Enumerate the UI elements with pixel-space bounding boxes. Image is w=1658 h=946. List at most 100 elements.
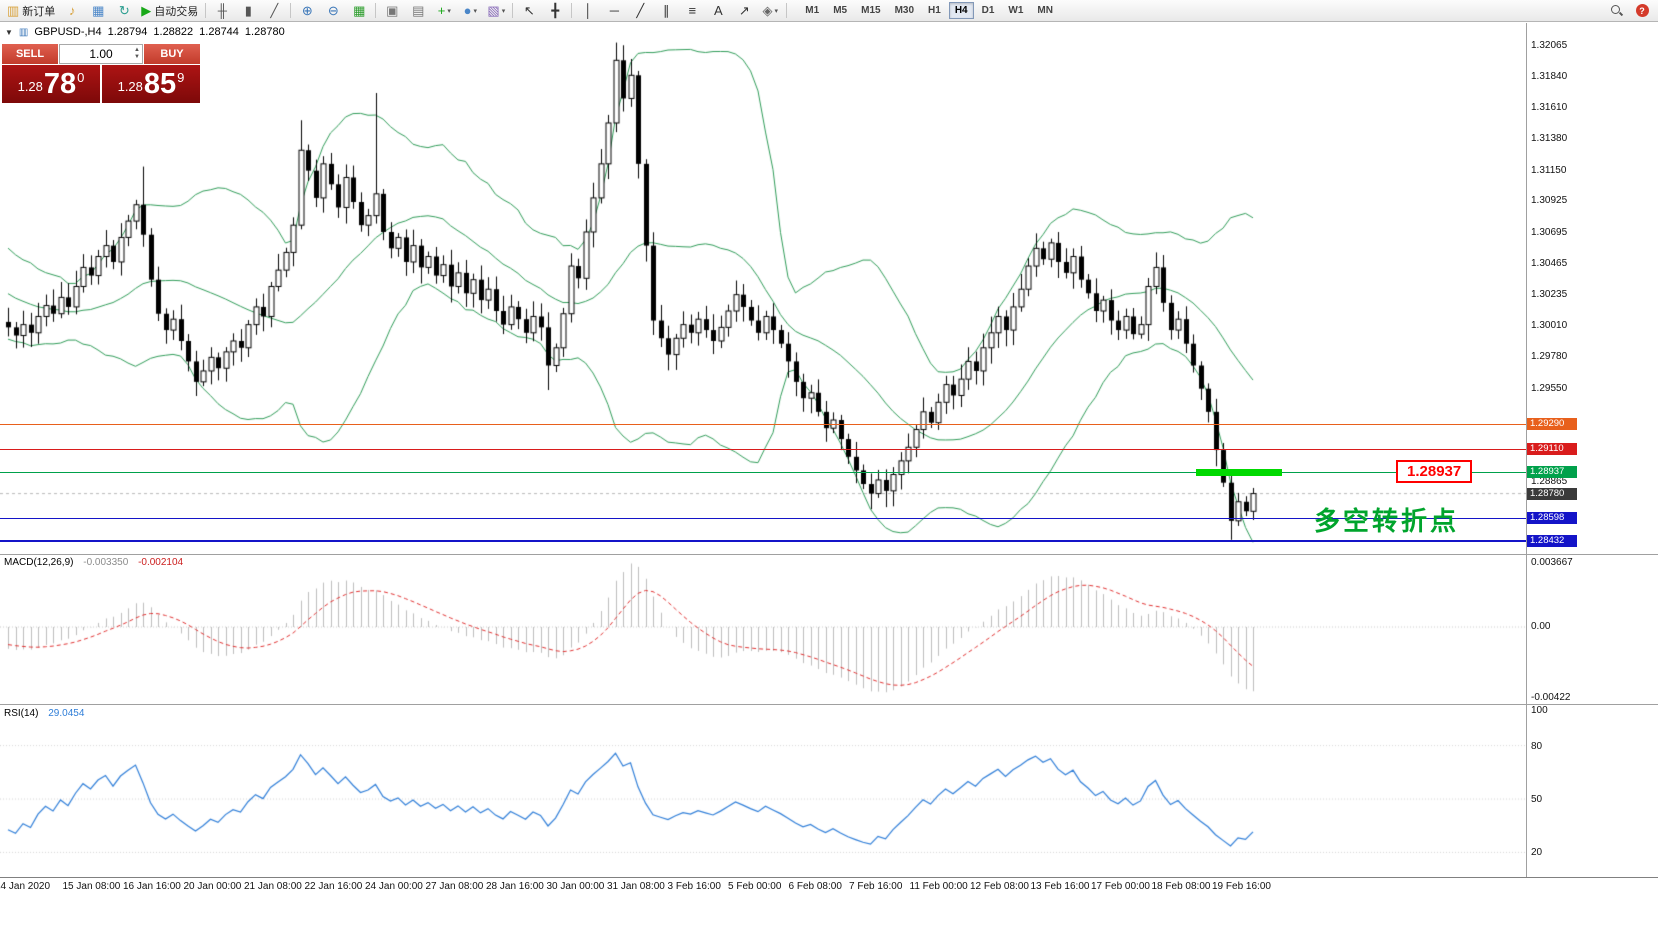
price-axis-border xyxy=(1526,23,1527,877)
cursor-icon: ↖ xyxy=(523,2,535,18)
arrange-windows-icon: ▤ xyxy=(412,2,425,18)
arrange-windows-button[interactable]: ▤ xyxy=(405,1,431,21)
candlestick-chart-button[interactable]: ▮ xyxy=(235,1,261,21)
cascade-windows-icon: ▣ xyxy=(386,2,399,18)
fibonacci-button[interactable]: ≡ xyxy=(679,1,705,21)
horizontal-line-object[interactable] xyxy=(0,540,1526,542)
vertical-line-button[interactable]: │ xyxy=(575,1,601,21)
channel-icon: ∥ xyxy=(663,2,670,18)
price-scale[interactable] xyxy=(1526,23,1658,877)
sell-button[interactable]: SELL xyxy=(2,44,58,64)
one-click-trading-panel: SELL 1.00 ▲ ▼ BUY 1.28 78 0 1.28 85 9 xyxy=(2,44,200,103)
time-axis-label: 30 Jan 00:00 xyxy=(546,881,605,892)
refresh-button[interactable]: ↻ xyxy=(111,1,137,21)
buy-button[interactable]: BUY xyxy=(144,44,200,64)
macd-rsi-divider[interactable] xyxy=(0,704,1658,705)
timeframe-D1[interactable]: D1 xyxy=(981,5,995,16)
timeframe-H1[interactable]: H1 xyxy=(928,5,941,16)
sell-price-sup: 0 xyxy=(77,70,85,85)
timeframe-M30[interactable]: M30 xyxy=(894,5,915,16)
horizontal-line-object[interactable] xyxy=(0,424,1526,425)
auto-trading-button-label: 自动交易 xyxy=(154,5,199,18)
periods-menu-button[interactable]: ● ▾ xyxy=(457,1,483,21)
price-axis-label: 1.30465 xyxy=(1531,258,1568,269)
volume-stepper[interactable]: ▲ ▼ xyxy=(134,47,140,61)
horizontal-line-object[interactable] xyxy=(0,518,1526,519)
symbol-period-label: GBPUSD-,H4 xyxy=(34,26,102,38)
one-click-collapse-icon[interactable]: ▼ xyxy=(5,27,13,37)
price-axis-label: 1.31380 xyxy=(1531,133,1568,145)
bar-chart-button[interactable]: ╫ xyxy=(209,1,235,21)
search-icon xyxy=(1610,4,1623,17)
trendline-button[interactable]: ╱ xyxy=(627,1,653,21)
toolbar: ▥ 新订单 ♪ ▦ ↻ ▶ 自动交易 ╫ ▮ ╱ ⊕ ⊖ ▦ ▣ ▤ + ▾ ● ▾ ▧ ▾ ↖ ╋ │ ─ ╱ ∥ ≡ A ↗ ◈ ▾ M1 M… xyxy=(0,0,1658,22)
stepper-up-icon[interactable]: ▲ xyxy=(134,47,140,53)
time-scale[interactable] xyxy=(0,878,1526,906)
timeframe-W1[interactable]: W1 xyxy=(1008,5,1024,16)
templates-button[interactable]: ▧ ▾ xyxy=(483,1,509,21)
price-callout-label[interactable]: 1.28937 xyxy=(1396,460,1473,484)
main-macd-divider[interactable] xyxy=(0,554,1658,555)
price-axis-label: 1.28865 xyxy=(1531,476,1568,487)
turning-point-note[interactable]: 多空转折点 xyxy=(1314,506,1460,537)
support-highlight-segment[interactable] xyxy=(1196,468,1282,476)
zoom-in-button[interactable]: ⊕ xyxy=(294,1,320,21)
sell-price-button[interactable]: 1.28 78 0 xyxy=(2,65,100,103)
text-label-button[interactable]: A xyxy=(705,1,731,21)
zoom-out-icon: ⊖ xyxy=(327,2,339,18)
volume-value: 1.00 xyxy=(89,47,113,61)
timeframe-MN[interactable]: MN xyxy=(1037,5,1053,16)
tile-windows-button[interactable]: ▦ xyxy=(346,1,372,21)
shapes-button[interactable]: ◈ ▾ xyxy=(757,1,783,21)
macd-scale-zero: 0.00 xyxy=(1531,621,1551,632)
macd-main-value: -0.003350 xyxy=(83,557,129,568)
volume-input[interactable]: 1.00 ▲ ▼ xyxy=(59,44,143,64)
rsi-scale-label: 20 xyxy=(1531,847,1543,859)
price-tag: 1.29110 xyxy=(1527,442,1577,455)
time-axis-label: 19 Feb 16:00 xyxy=(1212,881,1271,892)
toolbar-separator xyxy=(786,3,788,18)
fibonacci-icon: ≡ xyxy=(688,2,697,18)
sound-alert-button[interactable]: ♪ xyxy=(59,1,85,21)
toolbar-separator xyxy=(290,3,292,18)
arrows-button[interactable]: ↗ xyxy=(731,1,757,21)
ohlc-low: 1.28744 xyxy=(199,26,239,38)
cascade-windows-button[interactable]: ▣ xyxy=(379,1,405,21)
timeframe-M5[interactable]: M5 xyxy=(833,5,848,16)
text-icon: A xyxy=(713,2,723,18)
auto-trading-button[interactable]: ▶ 自动交易 xyxy=(137,1,202,21)
horizontal-line-button[interactable]: ─ xyxy=(601,1,627,21)
crosshair-button[interactable]: ╋ xyxy=(542,1,568,21)
search-button[interactable] xyxy=(1603,1,1629,21)
horizontal-line-object[interactable] xyxy=(0,449,1526,450)
horn-icon: ♪ xyxy=(69,2,76,18)
add-indicator-icon: + xyxy=(437,2,446,18)
time-axis-label: 16 Jan 16:00 xyxy=(123,881,181,892)
timeframe-H4[interactable]: H4 xyxy=(948,2,974,19)
price-tag: 1.28432 xyxy=(1527,535,1577,547)
horizontal-line-object[interactable] xyxy=(0,472,1526,473)
new-chart-button[interactable]: ▦ xyxy=(85,1,111,21)
chevron-down-icon: ▾ xyxy=(501,7,506,15)
add-indicator-button[interactable]: + ▾ xyxy=(431,1,457,21)
time-axis-label: 20 Jan 00:00 xyxy=(183,881,242,892)
rsi-scale-label: 80 xyxy=(1531,740,1543,752)
macd-scale-min: -0.00422 xyxy=(1531,692,1571,703)
cursor-button[interactable]: ↖ xyxy=(516,1,542,21)
time-axis-label: 28 Jan 16:00 xyxy=(486,881,544,892)
clock-icon: ● xyxy=(463,2,472,18)
help-button[interactable]: ? xyxy=(1629,1,1655,21)
channel-button[interactable]: ∥ xyxy=(653,1,679,21)
timeframe-M1[interactable]: M1 xyxy=(805,5,820,16)
price-axis-label: 1.29550 xyxy=(1531,382,1568,394)
stepper-down-icon[interactable]: ▼ xyxy=(134,54,140,60)
timeframe-M15[interactable]: M15 xyxy=(861,5,881,16)
chevron-down-icon: ▾ xyxy=(447,7,451,15)
buy-price-button[interactable]: 1.28 85 9 xyxy=(102,65,200,103)
zoom-out-button[interactable]: ⊖ xyxy=(320,1,346,21)
new-order-button[interactable]: ▥ 新订单 xyxy=(3,1,59,21)
line-chart-button[interactable]: ╱ xyxy=(261,1,287,21)
